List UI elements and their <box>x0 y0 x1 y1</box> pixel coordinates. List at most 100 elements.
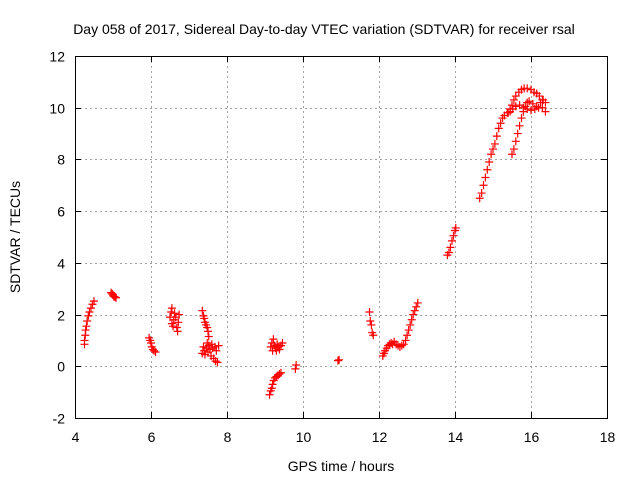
data-point <box>200 314 209 323</box>
data-point <box>84 311 93 320</box>
data-point <box>403 331 412 340</box>
data-point <box>291 364 300 373</box>
data-point <box>369 331 378 340</box>
y-tick-label: 10 <box>49 101 65 117</box>
data-point <box>333 356 342 365</box>
data-point <box>90 297 98 306</box>
data-point <box>85 307 94 316</box>
data-point <box>446 243 455 252</box>
data-point <box>81 326 90 335</box>
axis-ticks <box>75 56 608 419</box>
data-point <box>489 145 497 154</box>
data-point <box>517 114 526 123</box>
chart-title: Day 058 of 2017, Sidereal Day-to-day VTE… <box>73 21 575 37</box>
x-tick-label: 12 <box>372 429 388 445</box>
data-point <box>447 236 456 245</box>
data-point <box>170 309 179 318</box>
y-axis-label: SDTVAR / TECUs <box>7 181 23 293</box>
data-point <box>366 317 375 326</box>
data-points <box>80 84 550 399</box>
data-point <box>513 129 522 138</box>
y-tick-labels: -2 0 2 4 6 8 10 12 <box>49 49 65 427</box>
data-point <box>475 194 484 203</box>
data-point <box>523 84 532 93</box>
data-point <box>269 335 278 344</box>
data-point <box>175 310 184 319</box>
data-point <box>406 320 415 329</box>
x-tick-label: 14 <box>448 429 464 445</box>
plot-frame <box>75 56 608 419</box>
data-point <box>203 323 212 332</box>
data-point <box>204 327 212 336</box>
data-point <box>404 326 413 335</box>
data-point <box>532 102 541 111</box>
x-tick-label: 6 <box>148 429 156 445</box>
data-point <box>80 336 89 345</box>
data-point <box>490 139 499 148</box>
x-tick-labels: 4 6 8 10 12 14 16 18 <box>72 429 616 445</box>
grid-lines <box>75 56 607 418</box>
data-point <box>541 107 550 116</box>
y-tick-label: 6 <box>57 204 65 220</box>
data-point <box>112 293 121 302</box>
x-tick-label: 10 <box>296 429 312 445</box>
data-point <box>485 158 494 167</box>
data-point <box>523 98 532 107</box>
data-point <box>151 348 160 357</box>
data-point <box>86 304 95 313</box>
data-point <box>511 137 520 146</box>
y-tick-label: 0 <box>57 359 65 375</box>
data-point <box>481 173 490 182</box>
data-point <box>449 231 458 240</box>
data-point <box>213 358 222 367</box>
data-point <box>214 341 223 350</box>
data-point <box>172 323 181 332</box>
data-point <box>410 306 419 315</box>
data-point <box>275 345 284 354</box>
data-point <box>492 132 501 141</box>
data-point <box>504 108 513 117</box>
data-point <box>479 181 488 190</box>
data-point <box>82 322 91 331</box>
data-point <box>487 150 496 159</box>
data-point <box>527 106 535 115</box>
data-point <box>409 310 418 319</box>
data-point <box>399 340 408 349</box>
y-tick-label: 8 <box>57 152 65 168</box>
data-point <box>511 102 520 111</box>
data-point <box>483 165 492 174</box>
data-point <box>266 342 275 351</box>
data-point <box>541 98 550 107</box>
y-tick-label: -2 <box>53 411 66 427</box>
data-point <box>508 101 516 110</box>
data-point <box>268 380 277 389</box>
y-tick-label: 2 <box>57 308 65 324</box>
data-point <box>444 248 453 257</box>
data-point <box>265 390 274 399</box>
data-point <box>292 360 301 369</box>
data-point <box>451 223 460 232</box>
data-point <box>407 315 416 324</box>
data-point <box>515 121 524 130</box>
x-tick-label: 4 <box>72 429 80 445</box>
data-point <box>169 322 178 331</box>
data-point <box>110 292 119 301</box>
data-point <box>150 346 159 355</box>
data-point <box>198 306 207 315</box>
y-tick-label: 12 <box>49 49 65 65</box>
data-point <box>204 332 213 341</box>
data-point <box>173 327 182 336</box>
data-point <box>401 336 410 345</box>
data-point <box>278 339 287 348</box>
data-point <box>508 150 516 159</box>
data-point <box>174 318 183 327</box>
data-point <box>210 342 219 351</box>
data-point <box>167 304 176 313</box>
data-point <box>496 119 505 128</box>
data-point <box>397 341 406 350</box>
data-point <box>494 124 503 133</box>
x-tick-label: 8 <box>224 429 232 445</box>
data-point <box>276 368 285 377</box>
